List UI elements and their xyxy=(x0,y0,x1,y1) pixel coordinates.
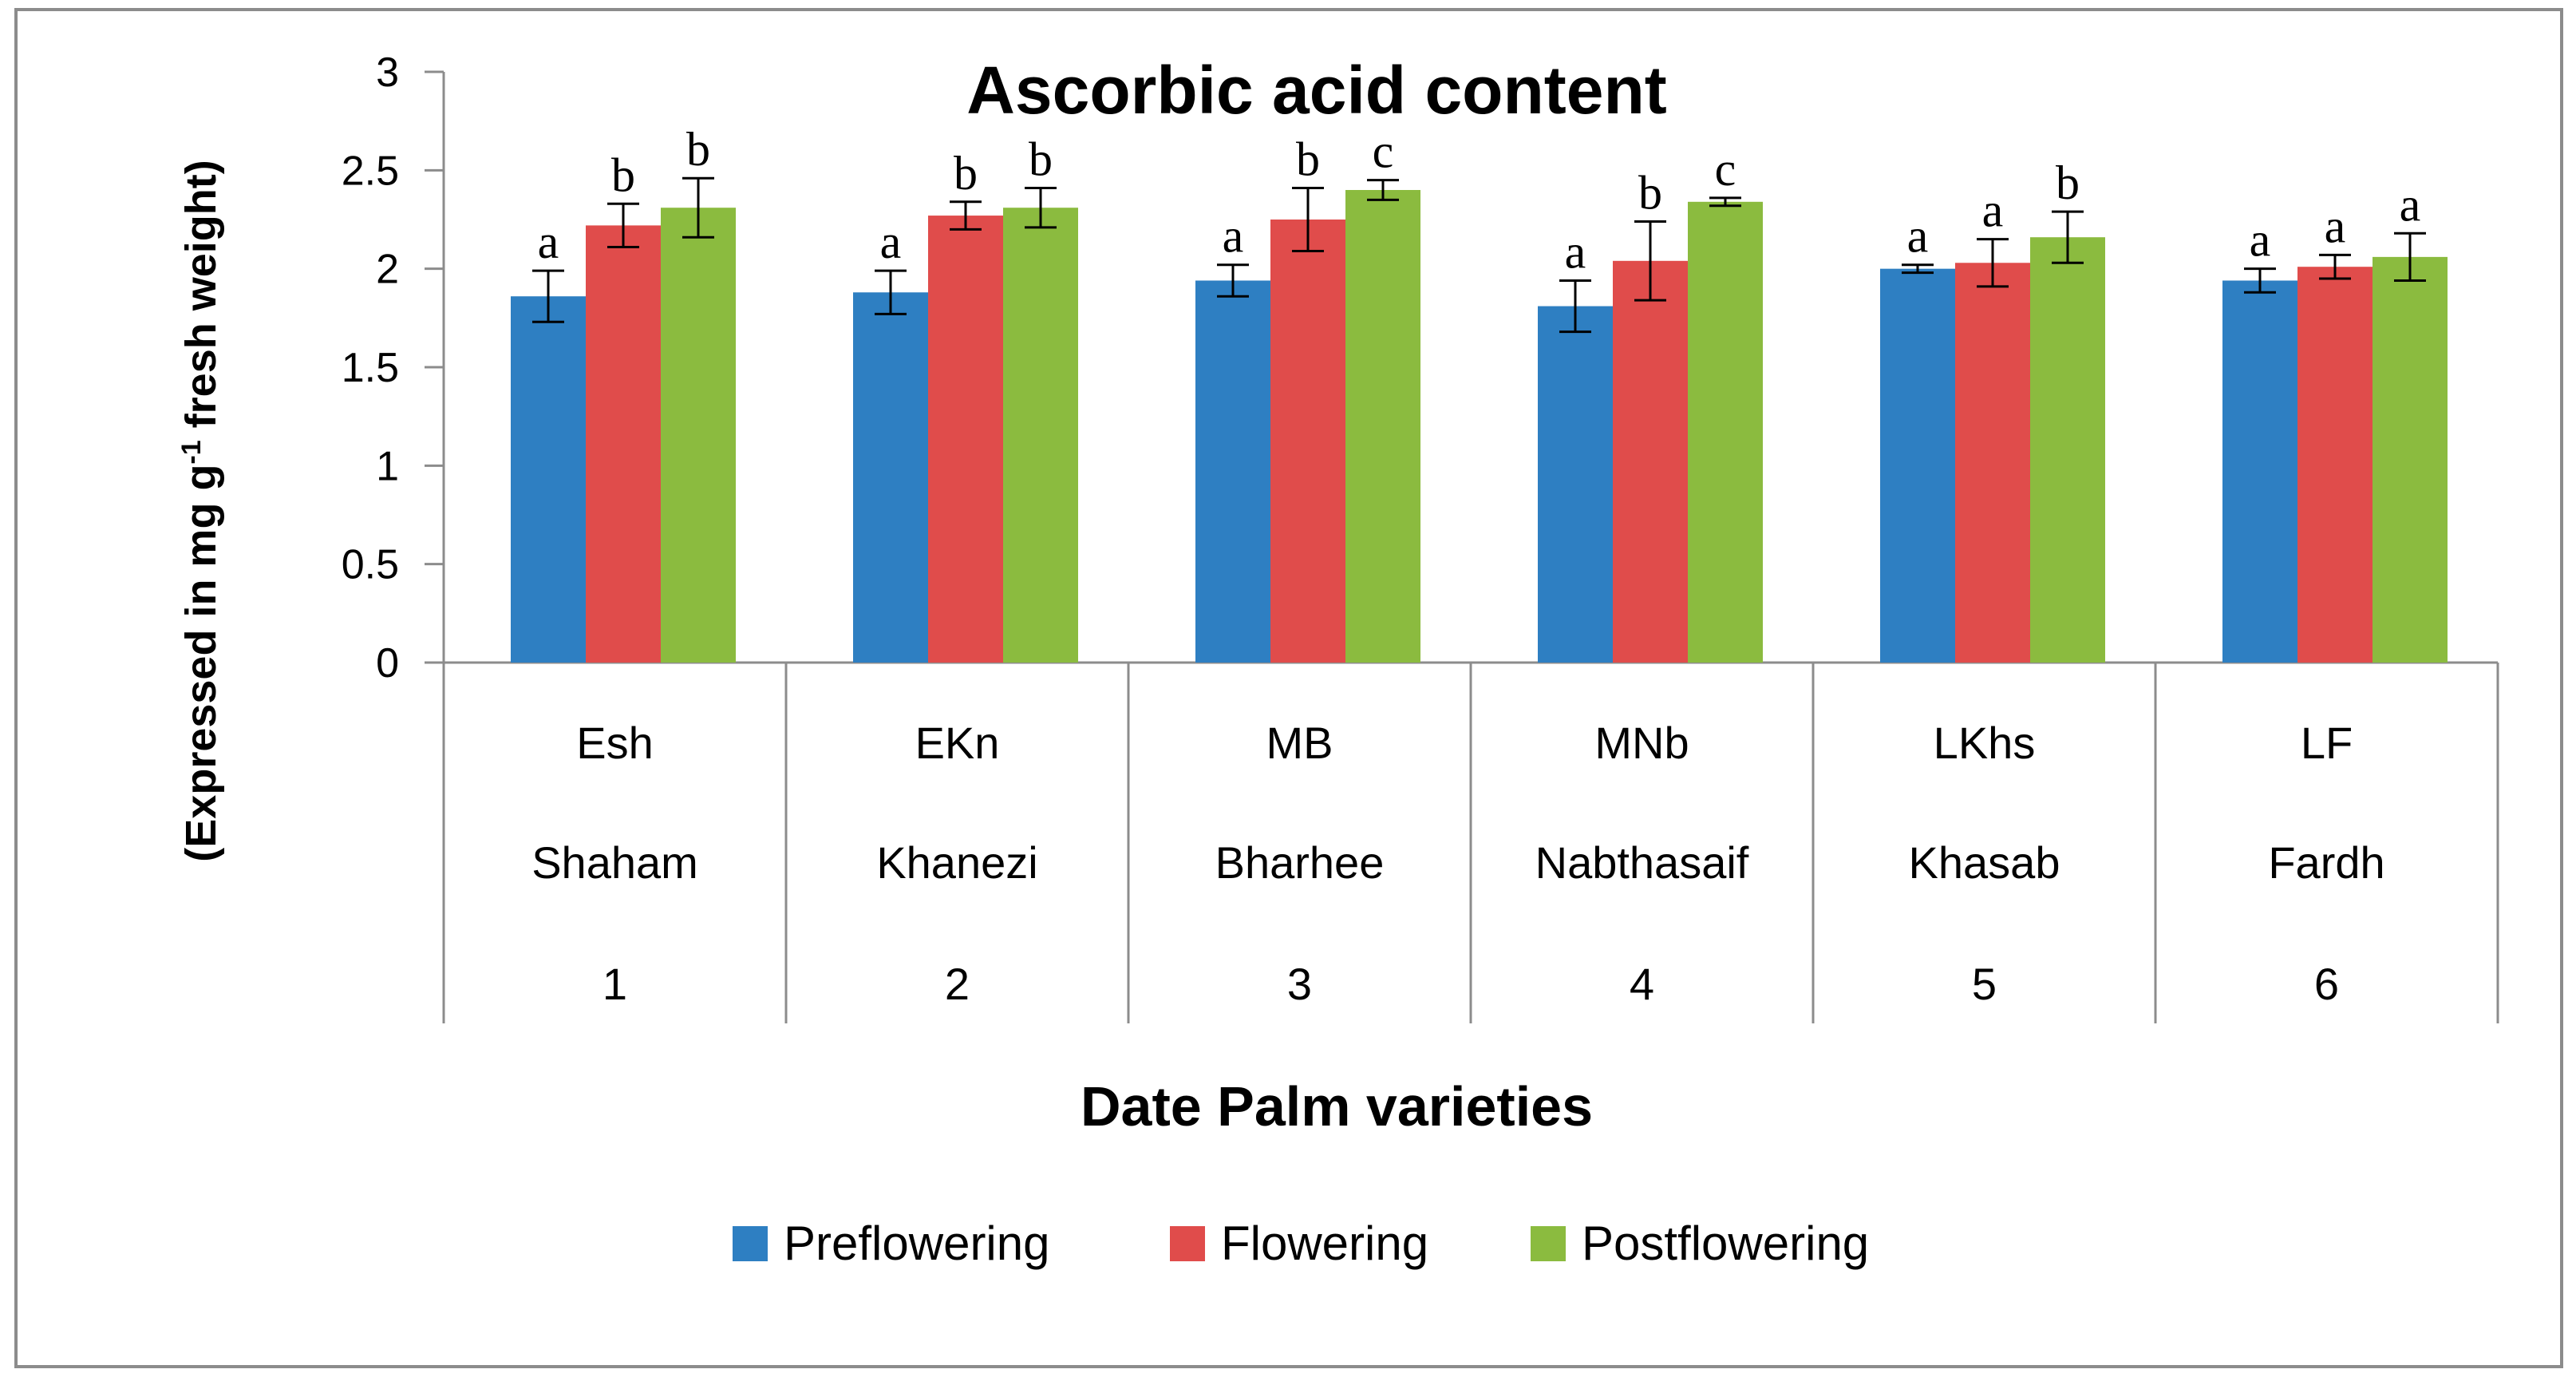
significance-letter: b xyxy=(2056,156,2080,209)
y-axis-label: (Expressed in mg g-1 fresh weight) xyxy=(176,160,225,861)
bar xyxy=(1345,190,1420,663)
bar xyxy=(2373,256,2448,663)
legend-label: Postflowering xyxy=(1582,1217,1869,1270)
significance-letter: a xyxy=(1907,210,1929,263)
significance-letter: c xyxy=(1715,143,1736,196)
bar xyxy=(1613,260,1688,663)
chart-title: Ascorbic acid content xyxy=(966,53,1667,128)
significance-letter: a xyxy=(880,216,902,268)
legend-swatch xyxy=(733,1226,768,1261)
y-tick-label: 0.5 xyxy=(342,542,399,588)
x-tick-label-code: LKhs xyxy=(1934,718,2036,768)
x-tick-label-code: MB xyxy=(1266,718,1333,768)
bar xyxy=(661,208,736,663)
x-tick-label-name: Fardh xyxy=(2268,837,2384,888)
x-tick-label-code: MNb xyxy=(1594,718,1689,768)
y-axis-label-prefix: (Expressed in mg g xyxy=(177,465,225,862)
legend: Preflowering Flowering Postflowering xyxy=(733,1217,1869,1270)
x-tick-label-name: Khanezi xyxy=(876,837,1037,888)
x-tick-label-number: 4 xyxy=(1630,959,1654,1009)
y-tick-label: 1 xyxy=(376,443,399,489)
y-tick-label: 2.5 xyxy=(342,148,399,194)
y-tick-label: 0 xyxy=(376,640,399,687)
y-tick-label: 2 xyxy=(376,247,399,293)
legend-label: Flowering xyxy=(1221,1217,1428,1270)
significance-letter: a xyxy=(2400,178,2421,231)
x-tick-label-number: 1 xyxy=(603,959,627,1009)
bar xyxy=(1003,208,1078,663)
x-tick-label-number: 3 xyxy=(1287,959,1312,1009)
x-tick-label-number: 5 xyxy=(1972,959,1997,1009)
significance-letter: b xyxy=(954,147,978,200)
bar xyxy=(511,296,586,663)
legend-swatch xyxy=(1170,1226,1205,1261)
significance-letter: a xyxy=(1982,184,2004,237)
x-tick-label-code: LF xyxy=(2301,718,2353,768)
significance-letter: b xyxy=(1296,133,1320,186)
bar-series-group: a a a a a ab b bb a ab b c c b a xyxy=(511,123,2448,663)
bar xyxy=(586,225,661,663)
bar xyxy=(928,216,1003,663)
y-axis-label-suffix: fresh weight) xyxy=(177,160,225,440)
significance-letter: a xyxy=(538,216,559,268)
bar xyxy=(1688,201,1763,663)
bar xyxy=(2222,280,2297,663)
significance-letter: a xyxy=(1565,225,1586,278)
x-tick-label-name: Shaham xyxy=(531,837,698,888)
bar xyxy=(1270,220,1345,663)
y-axis-label-superscript: -1 xyxy=(176,440,207,464)
x-tick-label-code: Esh xyxy=(576,718,654,768)
legend-swatch xyxy=(1531,1226,1566,1261)
significance-letter: a xyxy=(2325,200,2346,252)
legend-label: Preflowering xyxy=(784,1217,1050,1270)
y-tick-label: 3 xyxy=(376,49,399,96)
significance-letter: a xyxy=(2250,214,2271,267)
chart-border xyxy=(14,8,2563,1368)
bar xyxy=(853,292,928,663)
bar xyxy=(1880,268,1955,663)
x-tick-label-name: Nabthasaif xyxy=(1535,837,1749,888)
significance-letter: b xyxy=(1638,166,1662,219)
x-tick-label-code: EKn xyxy=(915,718,1000,768)
bar xyxy=(1955,263,2030,663)
bar xyxy=(1538,306,1613,663)
x-tick-label-name: Khasab xyxy=(1909,837,2060,888)
significance-letter: a xyxy=(1223,210,1244,263)
y-axis: 0 0.5 1 1.5 2 2.5 3 xyxy=(342,49,445,687)
x-axis-label: Date Palm varieties xyxy=(1081,1075,1593,1138)
bar xyxy=(2030,237,2105,663)
bar xyxy=(1195,280,1270,663)
significance-letter: b xyxy=(1029,133,1053,186)
significance-letter: b xyxy=(611,148,635,201)
x-axis: Esh Shaham 1 EKn Khanezi 2 MB Bharhee 3 MNb Nabtha… xyxy=(442,661,2499,1023)
x-tick-label-name: Bharhee xyxy=(1215,837,1385,888)
bar xyxy=(2297,267,2373,663)
y-tick-label: 1.5 xyxy=(342,345,399,391)
significance-letter: b xyxy=(686,123,710,176)
x-tick-label-number: 6 xyxy=(2314,959,2339,1009)
significance-letter: c xyxy=(1373,125,1394,178)
x-tick-label-number: 2 xyxy=(945,959,970,1009)
